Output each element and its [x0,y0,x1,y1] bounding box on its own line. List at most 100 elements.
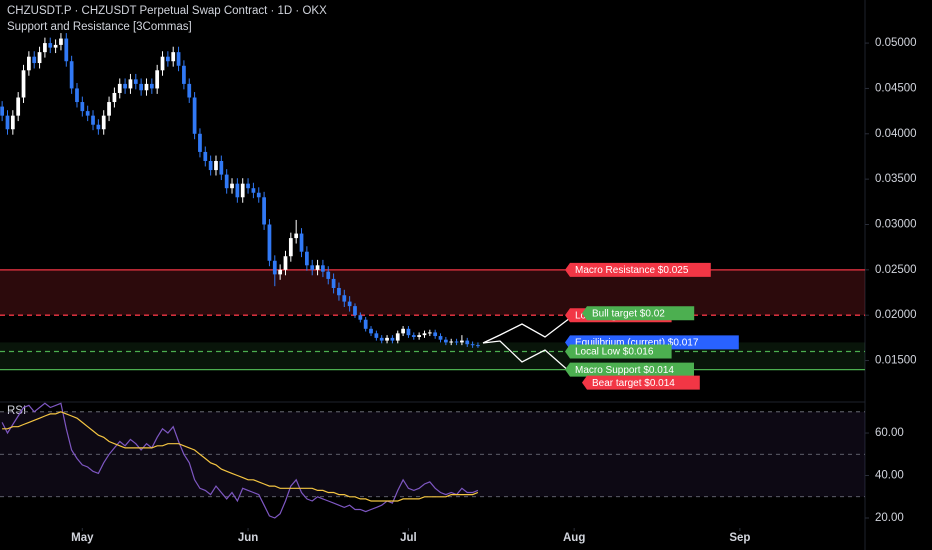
tag-label: Macro Resistance $0.025 [575,265,689,276]
candle-body [165,56,170,62]
resistance-zone [0,269,865,316]
chart-title: CHZUSDT.P · CHZUSDT Perpetual Swap Contr… [7,5,327,17]
candle-body [363,319,368,329]
tag-shape [565,362,694,377]
tag-label: Bear target $0.014 [592,378,675,389]
candle-body [192,97,197,134]
candle-body [16,97,21,116]
rsi-title: RSI [7,405,26,417]
tag-label: Bull target $0.02 [592,308,665,319]
candle-body [342,295,347,302]
candle-body [326,271,331,279]
candle-body [449,341,454,343]
candle-body [331,278,336,288]
candle-body [385,337,389,341]
candle-body [443,339,448,343]
candle-body [262,197,266,225]
y-tick-label: 40.00 [875,470,904,482]
candle-body [5,115,10,130]
candle-body [395,333,400,341]
x-tick-label: Aug [563,532,585,544]
y-tick-label: 0.03000 [875,219,917,231]
candle-body [160,56,165,71]
candle-body [417,335,422,337]
candle-body [283,256,288,270]
bull-projection [482,317,571,344]
candle-body [379,337,384,341]
candle-body [107,102,111,116]
candle-body [144,83,149,91]
price-tag: Local Low $0.016 [565,344,672,359]
candle-body [69,61,74,89]
price-tag: Macro Support $0.014 [565,362,694,377]
candle-body [246,183,250,189]
candle-body [422,333,427,336]
candle-body [278,269,283,275]
candle-body [433,332,438,337]
x-tick-label: Jul [400,532,417,544]
candle-body [133,79,138,84]
candle-body [470,344,475,346]
candle-body [267,224,272,261]
candle-body [208,160,213,171]
candle-body [353,306,357,316]
candle-body [476,345,480,347]
candle-body [187,83,192,98]
y-tick-label: 0.04000 [875,128,917,140]
candle-body [358,315,363,320]
candle-body [240,183,245,198]
candle-body [454,341,459,343]
candle-body [91,115,95,125]
candle-body [85,111,90,116]
candle-body [272,260,277,275]
candle-body [224,174,229,189]
candle-body [0,106,5,116]
x-tick-label: Sep [729,532,750,544]
y-tick-label: 0.01500 [875,355,917,367]
y-tick-label: 0.05000 [875,37,917,49]
candle-body [48,43,53,48]
candle-body [460,340,464,343]
tag-label: Local Low $0.016 [575,347,654,358]
candle-body [10,115,15,130]
candle-body [299,233,304,252]
candle-body [80,102,85,112]
indicator-name: Support and Resistance [3Commas] [7,21,192,33]
tag-shape [582,375,700,390]
candle-body [59,38,63,45]
candle-body [235,183,240,198]
candle-body [117,83,122,93]
candle-body [321,265,325,272]
candle-body [75,88,79,103]
candle-body [139,83,144,91]
candle-body [465,340,470,345]
candle-body [96,124,101,130]
y-tick-label: 0.02500 [875,264,917,276]
candle-body [411,335,416,337]
candle-body [64,38,69,62]
price-tag: Macro Resistance $0.025 [565,262,711,277]
candle-body [149,83,154,89]
rsi-line [1,402,479,519]
candle-body [37,52,42,64]
y-tick-label: 0.04500 [875,82,917,94]
bear-projection [482,340,571,373]
candle-body [128,79,133,89]
price-tag: Bear target $0.014 [582,375,700,390]
candle-body [182,65,186,84]
candle-body [43,43,47,53]
candle-body [198,133,202,152]
candle-body [374,333,379,338]
candle-body [310,265,315,270]
candle-body [406,328,411,336]
candle-body [155,70,160,89]
candle-body [101,115,106,130]
candle-body [347,301,352,307]
candle-body [230,183,234,189]
tag-shape [565,344,672,359]
candle-body [112,92,117,103]
candle-body [26,56,31,71]
candle-body [53,44,58,48]
candle-body [203,151,208,161]
